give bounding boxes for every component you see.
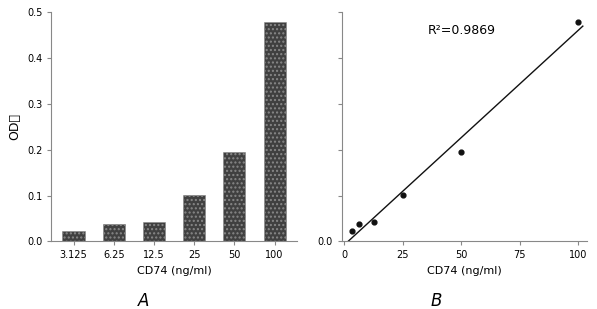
Bar bbox=[183, 195, 205, 241]
Bar bbox=[223, 152, 245, 241]
Bar bbox=[103, 224, 125, 241]
Point bbox=[369, 220, 378, 225]
Point bbox=[457, 150, 466, 154]
Y-axis label: OD値: OD値 bbox=[8, 113, 21, 140]
Bar bbox=[63, 231, 85, 241]
X-axis label: CD74 (ng/ml): CD74 (ng/ml) bbox=[137, 266, 211, 276]
Bar bbox=[263, 23, 286, 241]
Bar bbox=[143, 222, 165, 241]
Point bbox=[573, 20, 583, 25]
Text: A: A bbox=[137, 292, 149, 309]
Point bbox=[347, 229, 356, 234]
Point bbox=[398, 193, 408, 197]
Text: R²=0.9869: R²=0.9869 bbox=[428, 24, 496, 37]
Text: B: B bbox=[430, 292, 442, 309]
X-axis label: CD74 (ng/ml): CD74 (ng/ml) bbox=[427, 266, 502, 276]
Point bbox=[354, 222, 364, 226]
